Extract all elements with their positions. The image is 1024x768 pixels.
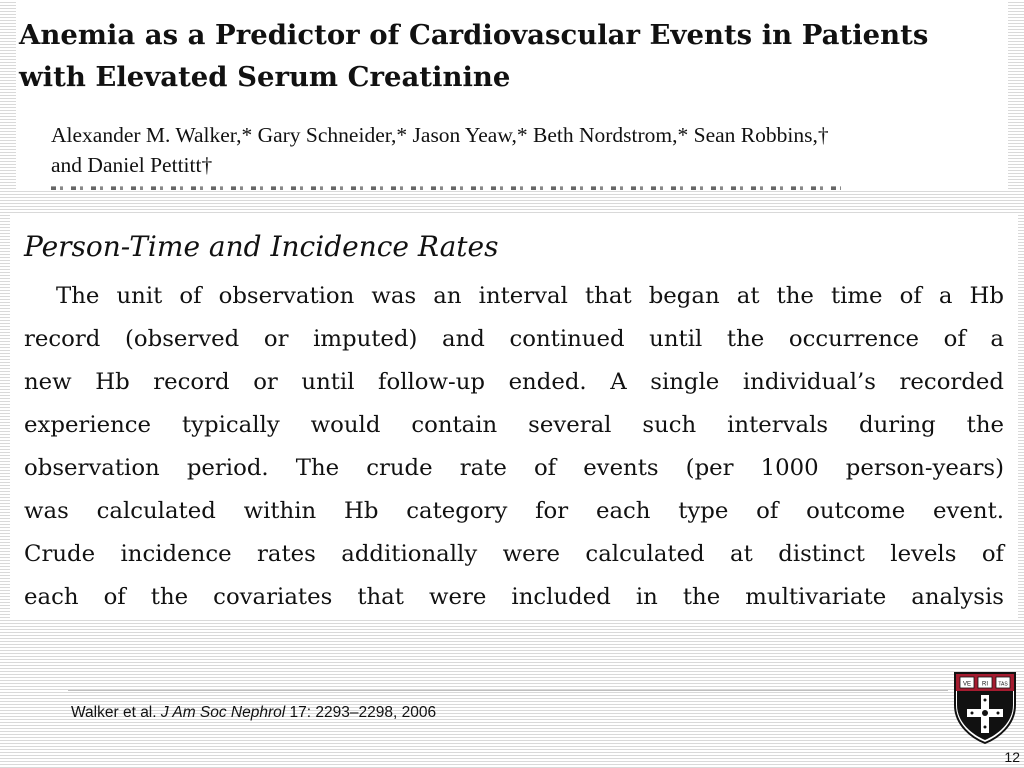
section-heading: Person-Time and Incidence Rates [24, 230, 499, 263]
citation-journal: J Am Soc Nephrol [160, 704, 286, 721]
paragraph-line: new Hb record or until follow-up ended. … [24, 369, 1004, 395]
paragraph-line: The unit of observation was an interval … [56, 283, 1004, 309]
paragraph-line: each of the covariates that were include… [24, 584, 1004, 610]
author-line: Alexander M. Walker,* Gary Schneider,* J… [51, 123, 829, 147]
paper-header-panel: Anemia as a Predictor of Cardiovascular … [16, 0, 1008, 190]
paragraph-line: record (observed or imputed) and continu… [24, 326, 1004, 352]
page-number: 12 [1004, 749, 1020, 765]
citation: Walker et al. J Am Soc Nephrol 17: 2293–… [71, 704, 436, 722]
citation-details: 17: 2293–2298, 2006 [289, 704, 437, 721]
cropped-text-edge [51, 186, 841, 190]
paragraph-line: was calculated within Hb category for ea… [24, 498, 1004, 524]
paper-title-line: Anemia as a Predictor of Cardiovascular … [19, 19, 929, 51]
excerpt-panel: Person-Time and Incidence Rates The unit… [10, 215, 1018, 620]
excerpt-paragraph: The unit of observation was an interval … [24, 275, 1004, 619]
author-line: and Daniel Pettitt† [51, 153, 213, 177]
footer-divider [68, 690, 948, 691]
logo-letters: VE [963, 682, 971, 688]
paragraph-line: experience typically would contain sever… [24, 412, 1004, 438]
paragraph-line: observation period. The crude rate of ev… [24, 455, 1004, 481]
paper-title-line: with Elevated Serum Creatinine [19, 61, 511, 93]
logo-letters: RI [982, 682, 988, 688]
citation-authors: Walker et al. [71, 704, 157, 721]
harvard-shield-logo-icon: VE RI TAS [954, 672, 1016, 745]
logo-letters: TAS [998, 682, 1008, 688]
paper-title: Anemia as a Predictor of Cardiovascular … [19, 14, 928, 98]
author-list: Alexander M. Walker,* Gary Schneider,* J… [51, 120, 1001, 180]
paragraph-line: Crude incidence rates additionally were … [24, 541, 1004, 567]
